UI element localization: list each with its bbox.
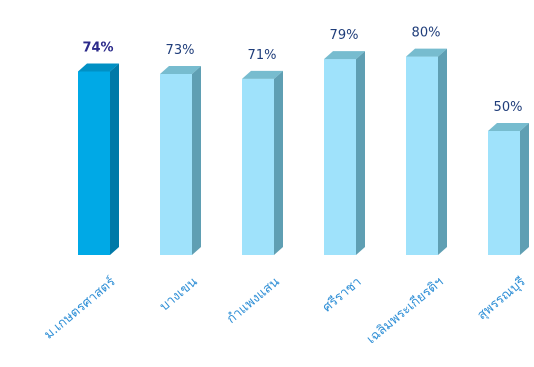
bar-top-face [488,123,529,131]
value-label: 71% [248,48,277,63]
bars-group [78,48,529,256]
bar [242,70,283,255]
bar-front-face [406,56,438,255]
category-label: บางเขน [157,275,201,315]
category-label: เฉลิมพระเกียรติฯ [363,274,446,347]
bar-side-face [438,48,447,255]
value-label: 73% [166,43,195,58]
bar-side-face [192,65,201,256]
bar-top-face [242,70,283,79]
bar-front-face [78,71,110,255]
value-labels-group: 74% 73% 71% 79% 80% 50% [82,26,522,115]
bar-top-face [324,51,365,60]
bar-top-face [78,63,119,72]
value-label: 50% [494,100,523,115]
bar-top-face [406,48,447,57]
value-label: 79% [330,28,359,43]
bar-side-face [356,51,365,255]
category-label: ศรีราชา [319,274,364,316]
category-label: สุพรรณบุรี [474,274,529,323]
bar [78,63,119,256]
bar-top-face [160,65,201,74]
bar-side-face [110,63,119,256]
bar [406,48,447,255]
bar-side-face [274,70,283,255]
category-labels-group: ม.เกษตรศาสตร์ บางเขน กำแพงแสน ศรีราชา เฉลิมพ… [41,274,529,347]
bar [160,65,201,256]
bar-side-face [520,123,529,255]
bar-front-face [242,78,274,255]
bar [488,123,529,255]
category-label: ม.เกษตรศาสตร์ [41,274,119,343]
bar-front-face [488,131,520,255]
bar-front-face [160,73,192,256]
category-label: กำแพงแสน [224,275,283,327]
value-label: 74% [82,40,113,55]
bar-front-face [324,59,356,255]
bar [324,51,365,255]
value-label: 80% [412,26,441,41]
